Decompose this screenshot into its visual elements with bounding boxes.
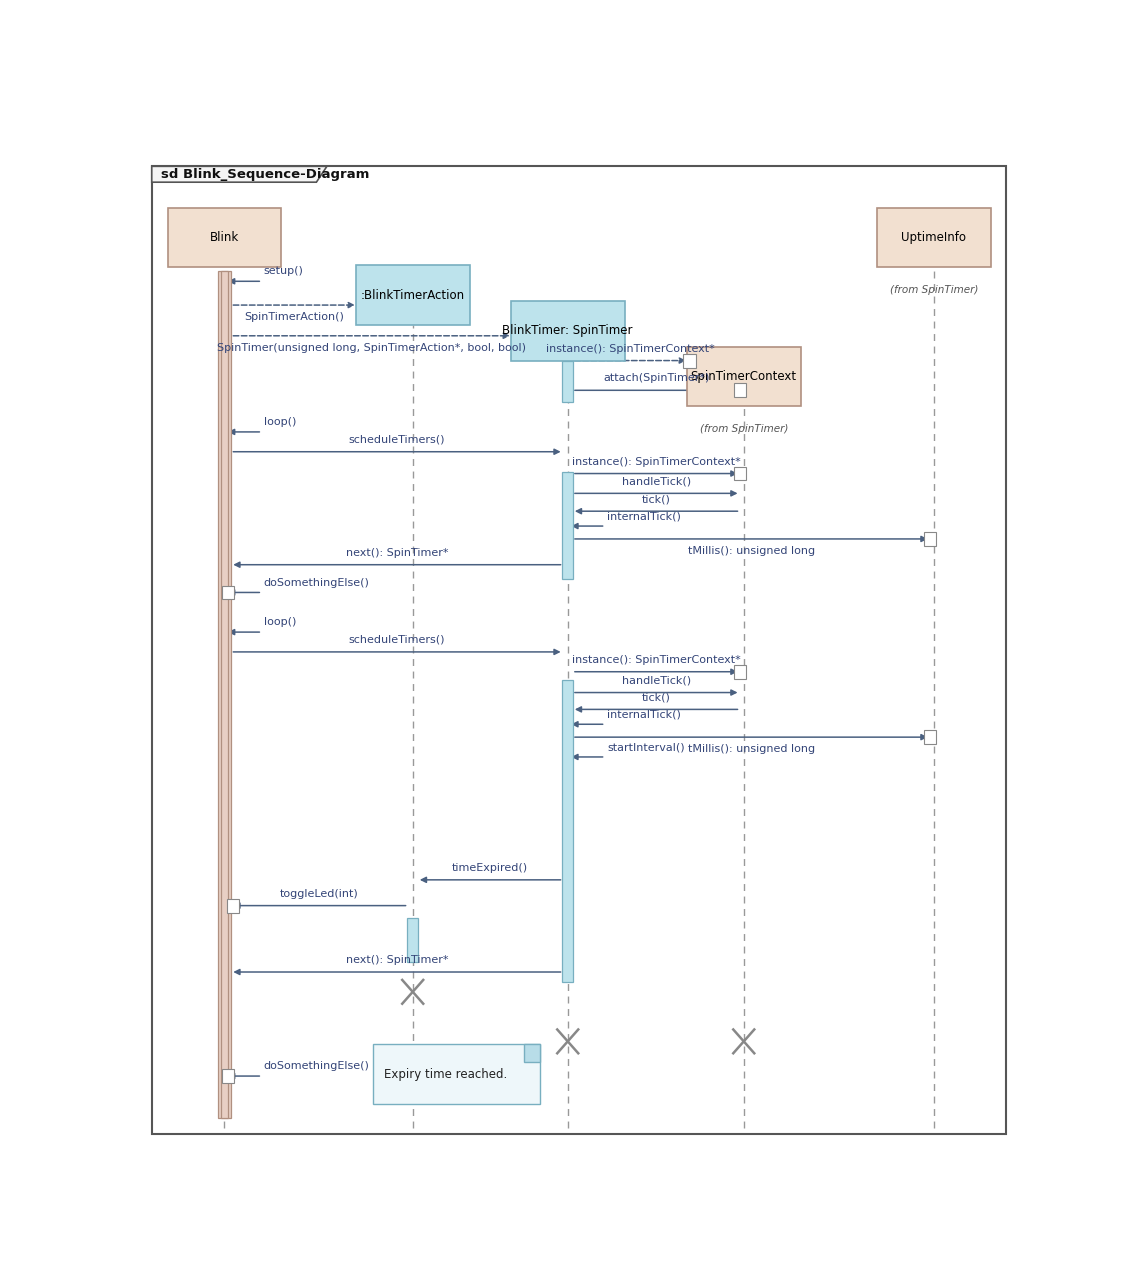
Text: doSomethingElse(): doSomethingElse() [264,578,370,587]
Text: internalTick(): internalTick() [607,511,681,521]
Text: tick(): tick() [642,692,670,703]
Text: attach(SpinTimer*): attach(SpinTimer*) [603,373,710,384]
Text: tMillis(): unsigned long: tMillis(): unsigned long [688,744,815,754]
Text: SpinTimerAction(): SpinTimerAction() [244,311,344,322]
Text: startInterval(): startInterval() [607,743,685,752]
Text: handleTick(): handleTick() [622,476,690,486]
Text: :BlinkTimerAction: :BlinkTimerAction [360,288,464,301]
Bar [924,532,937,546]
Text: SpinTimer(unsigned long, SpinTimerAction*, bool, bool): SpinTimer(unsigned long, SpinTimerAction… [217,342,527,353]
FancyBboxPatch shape [373,1044,540,1104]
Text: setup(): setup() [264,266,304,277]
Text: toggleLed(int): toggleLed(int) [280,888,359,898]
Text: scheduleTimers(): scheduleTimers() [349,435,445,445]
Polygon shape [151,166,327,183]
Text: instance(): SpinTimerContext*: instance(): SpinTimerContext* [572,655,740,665]
FancyBboxPatch shape [877,208,991,268]
FancyBboxPatch shape [407,918,418,963]
FancyBboxPatch shape [562,360,573,402]
FancyBboxPatch shape [511,301,625,360]
Text: timeExpired(): timeExpired() [452,862,529,873]
FancyBboxPatch shape [356,265,470,324]
Bar [221,1069,234,1082]
FancyBboxPatch shape [687,346,801,407]
Text: UptimeInfo: UptimeInfo [902,232,966,245]
Bar [227,898,240,912]
Text: sd Blink_Sequence-Diagram: sd Blink_Sequence-Diagram [160,167,368,180]
Text: doSomethingElse(): doSomethingElse() [264,1060,370,1071]
Text: Expiry time reached.: Expiry time reached. [384,1068,507,1081]
Bar [924,730,937,744]
Bar [734,384,747,398]
Text: scheduleTimers(): scheduleTimers() [349,634,445,645]
Polygon shape [524,1044,540,1062]
FancyBboxPatch shape [221,272,227,1117]
Bar [734,665,747,678]
Text: (from SpinTimer): (from SpinTimer) [889,286,977,295]
Text: loop(): loop() [264,618,296,627]
Text: loop(): loop() [264,417,296,427]
Bar [684,354,696,368]
Text: instance(): SpinTimerContext*: instance(): SpinTimerContext* [546,344,715,354]
Text: BlinkTimer: SpinTimer: BlinkTimer: SpinTimer [503,324,633,337]
Text: tick(): tick() [642,494,670,505]
Text: Blink: Blink [210,232,240,245]
FancyBboxPatch shape [167,208,281,268]
FancyBboxPatch shape [562,471,573,579]
Text: SpinTimerContext: SpinTimerContext [690,369,797,384]
Text: (from SpinTimer): (from SpinTimer) [699,423,788,434]
Text: internalTick(): internalTick() [607,709,681,719]
Bar [221,586,234,600]
Bar [734,467,747,480]
Text: handleTick(): handleTick() [622,676,690,686]
Text: next(): SpinTimer*: next(): SpinTimer* [346,548,449,557]
Text: instance(): SpinTimerContext*: instance(): SpinTimerContext* [572,457,740,467]
FancyBboxPatch shape [218,272,231,1117]
Text: tMillis(): unsigned long: tMillis(): unsigned long [688,546,815,556]
FancyBboxPatch shape [562,680,573,982]
Text: next(): SpinTimer*: next(): SpinTimer* [346,955,449,965]
